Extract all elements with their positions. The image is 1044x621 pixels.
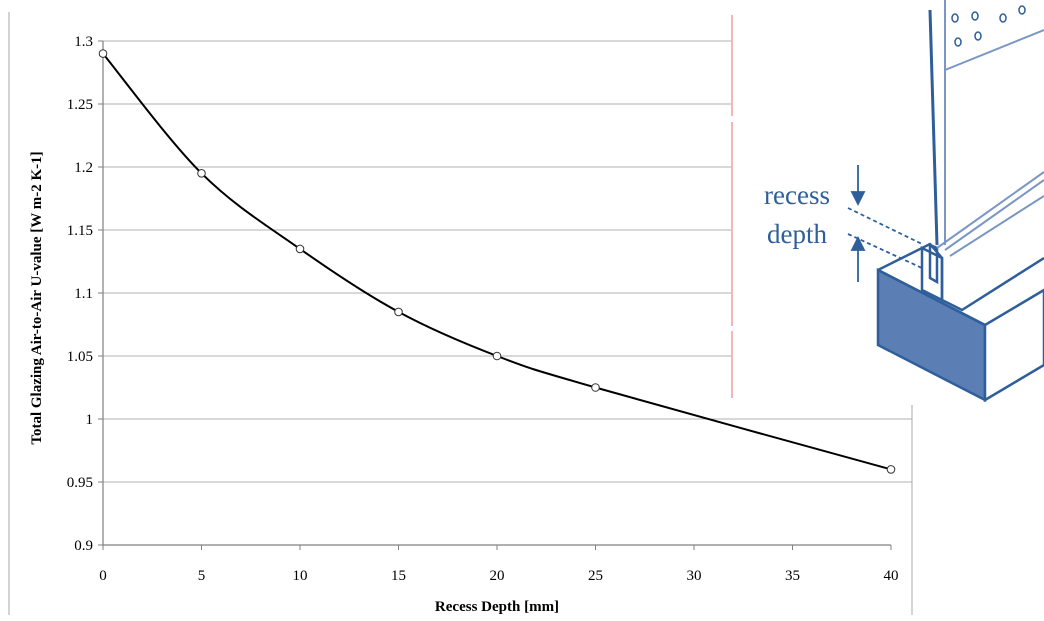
data-point (295, 244, 305, 254)
y-tick-label: 0.9 (74, 538, 93, 554)
y-tick-label: 1.05 (67, 349, 93, 365)
glass-pane (944, 29, 1044, 71)
axes (98, 40, 913, 615)
x-tick-label: 10 (293, 568, 308, 584)
data-point (394, 307, 403, 317)
sash-left-edge (928, 9, 939, 246)
data-point (98, 49, 108, 58)
y-tick-label: 1.2 (74, 160, 93, 176)
data-point (197, 169, 206, 178)
data-point (591, 383, 600, 392)
x-tick-label: 30 (687, 568, 702, 584)
depth-label: depth (767, 219, 827, 249)
y-tick-label: 1.25 (67, 97, 93, 113)
data-point (492, 351, 502, 361)
glass-edge-strips (936, 171, 1044, 257)
frame-side-face (983, 288, 1044, 403)
dimension-markers (847, 165, 923, 282)
y-tick-label: 1.15 (67, 223, 93, 239)
series-layer (98, 49, 896, 474)
gridlines (103, 40, 912, 483)
x-tick-label: 40 (884, 568, 899, 584)
y-axis-title: Total Glazing Air-to-Air U-value [W m-2 … (29, 151, 45, 444)
y-tick-labels: 0.9 0.95 1 1.05 1.1 1.15 1.2 1.25 1.3 (67, 34, 93, 554)
x-tick-label: 15 (391, 568, 406, 584)
x-tick-label: 25 (588, 568, 603, 584)
x-tick-label: 20 (490, 568, 505, 584)
y-tick-label: 0.95 (67, 475, 93, 491)
y-tick-label: 1.1 (74, 286, 93, 302)
x-tick-labels: 0 5 10 15 20 25 30 35 40 (99, 568, 898, 584)
data-point (886, 465, 896, 474)
x-axis-title: Recess Depth [mm] (435, 599, 559, 615)
x-tick-label: 35 (785, 568, 800, 584)
recess-label: recess (764, 180, 830, 210)
x-tick-label: 5 (198, 568, 206, 584)
y-tick-label: 1 (86, 412, 94, 428)
x-tick-label: 0 (99, 568, 107, 584)
recess-depth-illustration: recess depth (731, 0, 1044, 405)
y-tick-label: 1.3 (74, 34, 93, 50)
frame-top-face (877, 242, 1044, 312)
frame-top-edge (877, 268, 986, 327)
glass-texture (951, 5, 1026, 47)
